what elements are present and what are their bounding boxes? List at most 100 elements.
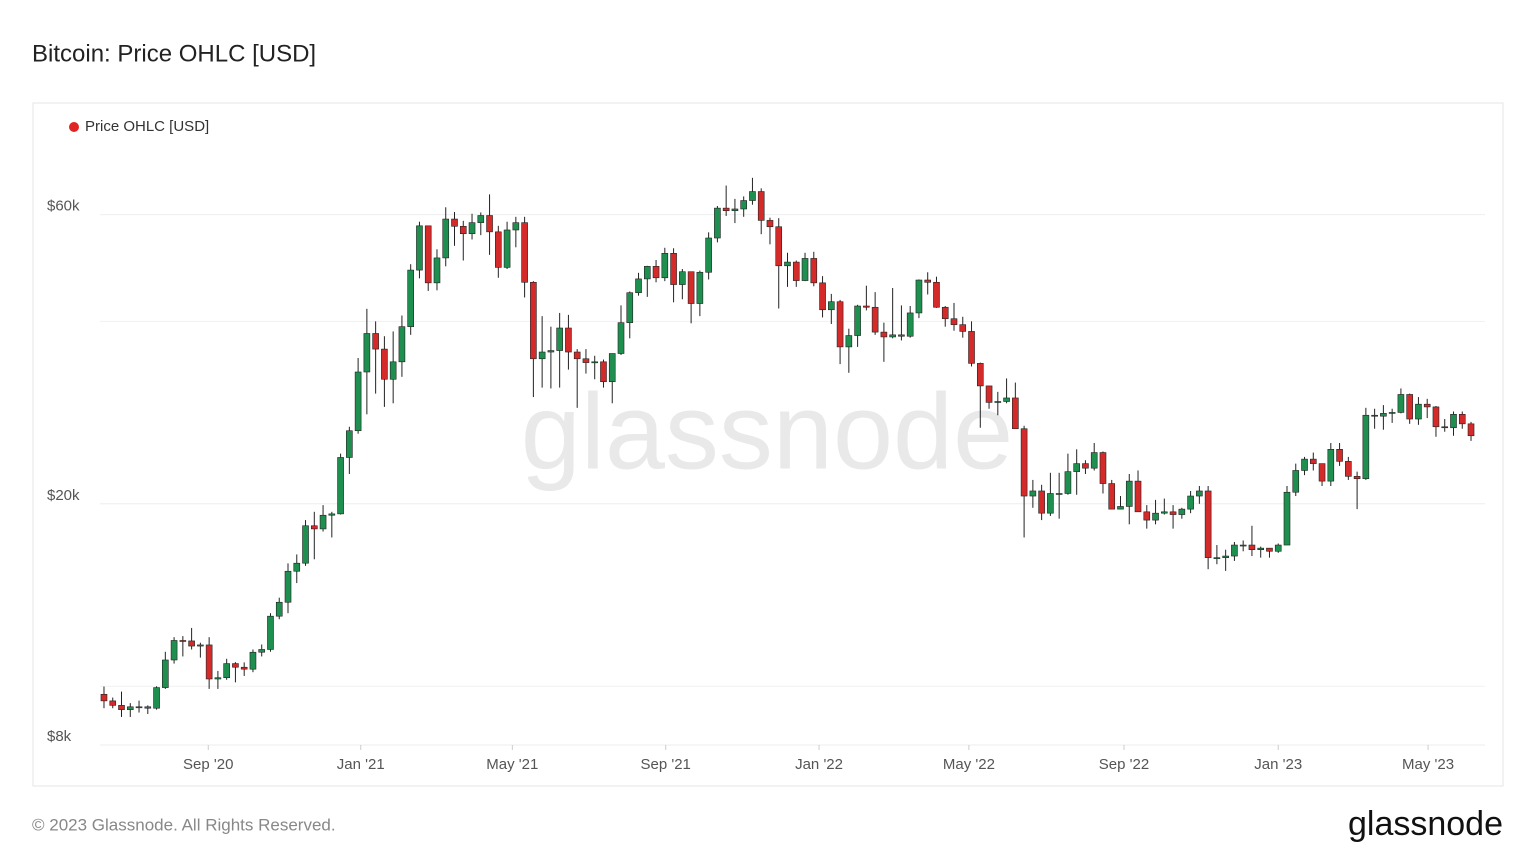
candle-body — [275, 601, 283, 617]
candle-body — [792, 261, 800, 281]
candle-body — [600, 361, 607, 383]
candle-body — [1047, 493, 1054, 514]
copyright: © 2023 Glassnode. All Rights Reserved. — [32, 815, 336, 834]
candle-body — [1309, 458, 1317, 464]
candle-body — [144, 706, 152, 709]
candle-body — [416, 225, 423, 271]
legend-label[interactable]: Price OHLC [USD] — [85, 118, 209, 135]
candle-body — [1266, 547, 1273, 552]
candle-body — [1371, 414, 1378, 417]
candle-body — [1450, 414, 1457, 429]
candle-body — [530, 281, 537, 360]
candle-body — [319, 514, 327, 530]
candle-body — [556, 327, 563, 351]
candle-body — [915, 279, 923, 314]
x-tick-label: May '21 — [486, 756, 538, 773]
candle-body — [424, 225, 432, 284]
candle-body — [863, 305, 870, 308]
candle-body — [924, 279, 932, 283]
candle-body — [468, 222, 476, 235]
candle-body — [477, 215, 485, 223]
candle-body — [959, 324, 967, 332]
candle-body — [459, 225, 467, 235]
candle-body — [652, 266, 660, 279]
x-tick-label: Sep '20 — [183, 756, 233, 773]
chart-title: Bitcoin: Price OHLC [USD] — [32, 40, 316, 67]
candle-body — [950, 318, 958, 325]
candle-body — [495, 231, 502, 268]
candle-body — [258, 649, 266, 653]
candle-body — [845, 335, 853, 348]
candle-body — [775, 226, 783, 267]
candle-body — [486, 215, 493, 233]
candle-body — [994, 401, 1002, 403]
candle-body — [1222, 555, 1229, 558]
candle-body — [126, 706, 134, 710]
candle-body — [197, 644, 204, 647]
candle-body — [819, 282, 826, 311]
candle-body — [1283, 491, 1291, 546]
y-tick-label: $20k — [47, 487, 80, 504]
candle-body — [766, 220, 774, 228]
x-tick-label: Sep '21 — [640, 756, 690, 773]
candle-body — [1380, 413, 1387, 417]
candle-body — [162, 659, 169, 688]
candle-body — [1415, 403, 1422, 420]
legend-marker — [69, 122, 79, 132]
candle-body — [582, 358, 590, 363]
candle-body — [135, 706, 143, 709]
candle-body — [757, 191, 765, 221]
candle-body — [1178, 508, 1186, 515]
candle-body — [354, 371, 362, 432]
candle-body — [1388, 412, 1396, 414]
candle-body — [1029, 490, 1037, 497]
candle-body — [635, 278, 642, 293]
candle-body — [407, 269, 414, 327]
candle-body — [705, 237, 712, 273]
logo: glassnode — [1348, 805, 1503, 843]
candle-body — [284, 570, 292, 603]
candle-body — [871, 306, 879, 333]
candle-body — [398, 326, 406, 363]
candle-body — [1467, 423, 1475, 437]
candle-body — [643, 266, 651, 280]
candle-body — [337, 457, 344, 515]
candle-body — [670, 253, 677, 285]
candle-body — [1073, 463, 1080, 472]
x-tick-label: Jan '21 — [337, 756, 385, 773]
candle-body — [118, 705, 125, 710]
candle-body — [1125, 480, 1133, 507]
candle-body — [346, 430, 353, 458]
candle-body — [1169, 511, 1177, 515]
candle-body — [1196, 490, 1203, 497]
candle-body — [1423, 403, 1431, 408]
candle-body — [188, 640, 195, 647]
candle-body — [1161, 511, 1168, 514]
candle-body — [179, 640, 187, 642]
candle-body — [1327, 449, 1335, 482]
candle-body — [1117, 506, 1124, 510]
candle-body — [214, 677, 222, 680]
candle-body — [714, 207, 721, 239]
candle-body — [381, 348, 388, 380]
candle-body — [898, 334, 905, 337]
candle-body — [1152, 512, 1159, 521]
candle-body — [985, 385, 993, 403]
chart-frame — [32, 102, 1504, 787]
candle-body — [249, 651, 257, 670]
candle-body — [1003, 397, 1010, 402]
candle-body — [976, 363, 984, 387]
candle-body — [573, 351, 581, 360]
candle-body — [1345, 461, 1352, 477]
candle-body — [109, 700, 117, 706]
candle-body — [1020, 428, 1028, 497]
candle-body — [1213, 557, 1221, 559]
candle-body — [433, 257, 441, 284]
x-tick-label: Jan '23 — [1254, 756, 1302, 773]
candle-body — [232, 663, 239, 668]
x-tick-label: Jan '22 — [795, 756, 843, 773]
candle-body — [696, 271, 704, 304]
candle-body — [661, 253, 669, 279]
candle-body — [153, 687, 160, 709]
